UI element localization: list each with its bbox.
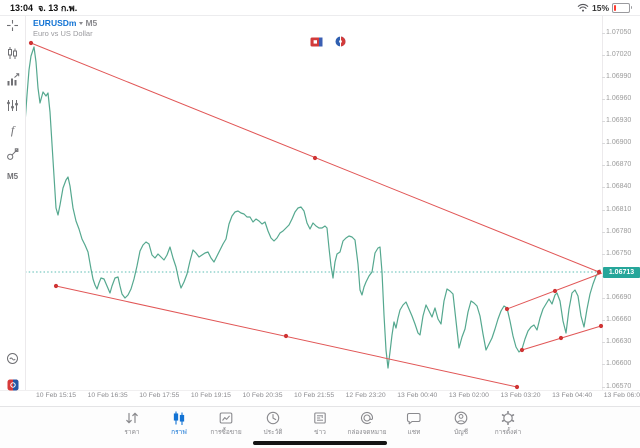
quotes-arrows-icon	[124, 410, 140, 426]
time-tick-label: 10 Feb 21:55	[294, 392, 335, 399]
time-tick-label: 10 Feb 19:15	[190, 392, 231, 399]
time-tick-label: 10 Feb 17:55	[139, 392, 180, 399]
tab-quotes[interactable]: ราคา	[115, 410, 149, 437]
time-tick-label: 13 Feb 02:00	[448, 392, 489, 399]
price-tick-label: 1.06960	[601, 94, 632, 102]
price-tick-label: 1.06780	[601, 227, 632, 235]
tab-label: ประวัติ	[263, 429, 283, 436]
price-tick-label: 1.06690	[601, 294, 632, 301]
settings-gear-icon	[500, 410, 516, 426]
price-tick-label: 1.06630	[601, 338, 632, 346]
tab-label: ราคา	[124, 429, 140, 436]
mailbox-at-icon	[359, 410, 375, 426]
wifi-icon	[577, 3, 589, 12]
price-tick-label: 1.06660	[601, 316, 632, 324]
crosshair-icon[interactable]	[0, 19, 25, 32]
chat-bubble-icon	[406, 410, 422, 426]
symbol-name[interactable]: EURUSDm	[33, 18, 77, 28]
time-tick-label: 13 Feb 00:40	[397, 392, 438, 399]
chart-bottom-border	[0, 390, 640, 391]
tab-label: การตั้งค่า	[494, 429, 522, 436]
status-date: จ. 13 ก.พ.	[38, 2, 78, 13]
tab-label: การซื้อขาย	[210, 429, 242, 436]
chart-screen: f M5 EURUSDm M5 Euro vs US Dollar 1.07050…	[0, 16, 640, 406]
time-tick-label: 10 Feb 16:35	[87, 392, 128, 399]
price-tick-label: 1.06600	[601, 360, 632, 368]
time-tick-label: 10 Feb 15:15	[36, 392, 77, 399]
bar-chart-icon[interactable]	[0, 73, 25, 86]
symbol-timeframe: M5	[85, 18, 98, 28]
time-tick-label: 12 Feb 23:20	[345, 392, 386, 399]
tab-charts[interactable]: กราฟ	[162, 410, 196, 437]
price-tick-label: 1.06750	[601, 249, 632, 257]
battery-icon	[612, 2, 632, 13]
app-logo-icon[interactable]	[0, 379, 25, 391]
tab-label: บัญชี	[453, 429, 469, 436]
tab-mailbox[interactable]: กล่องจดหมาย	[347, 410, 387, 437]
tab-news[interactable]: ข่าว	[303, 410, 337, 437]
flag-icon-1	[310, 37, 323, 47]
price-tick-label: 1.07050	[601, 28, 632, 36]
tab-label: ข่าว	[314, 429, 326, 436]
timeframe-button[interactable]: M5	[6, 172, 19, 181]
time-tick-label: 13 Feb 06:0	[603, 392, 640, 399]
time-axis: 10 Feb 15:15 10 Feb 16:35 10 Feb 17:55 10 F…	[36, 392, 640, 404]
tab-chat[interactable]: แชท	[397, 410, 431, 437]
price-tick-label: 1.06840	[601, 183, 632, 191]
tab-history[interactable]: ประวัติ	[256, 410, 290, 437]
functions-icon[interactable]: f	[10, 123, 15, 137]
tab-label: กล่องจดหมาย	[347, 429, 387, 436]
tab-accounts[interactable]: บัญชี	[444, 410, 478, 437]
price-tick-label: 1.06810	[601, 205, 632, 213]
price-axis-divider	[602, 16, 603, 390]
sidebar-divider	[25, 16, 26, 390]
tab-settings[interactable]: การตั้งค่า	[491, 410, 525, 437]
tab-trade[interactable]: การซื้อขาย	[209, 410, 243, 437]
current-price-badge: 1.06713	[603, 266, 640, 278]
time-tick-label: 10 Feb 20:35	[242, 392, 283, 399]
symbol-flags	[310, 36, 346, 47]
symbol-header[interactable]: EURUSDm M5 Euro vs US Dollar	[33, 18, 97, 38]
price-tick-label: 1.06930	[601, 117, 632, 124]
indicator-sliders-icon[interactable]	[0, 99, 25, 112]
status-bar: 13:04 จ. 13 ก.พ. 15%	[0, 0, 640, 16]
battery-percent: 15%	[591, 2, 609, 13]
objects-icon[interactable]	[0, 148, 25, 161]
news-icon	[312, 410, 328, 426]
dropdown-caret-icon	[79, 22, 84, 25]
tab-label: แชท	[407, 429, 421, 436]
home-indicator[interactable]	[253, 440, 387, 445]
time-tick-label: 13 Feb 04:40	[552, 392, 593, 399]
history-clock-icon	[265, 410, 281, 426]
price-tick-label: 1.06990	[601, 72, 632, 80]
price-tick-label: 1.06870	[601, 161, 632, 169]
symbol-description: Euro vs US Dollar	[33, 28, 93, 38]
flag-icon-2	[335, 36, 346, 47]
price-tick-label: 1.07020	[601, 50, 632, 58]
tab-label: กราฟ	[171, 429, 187, 436]
price-chart[interactable]	[0, 16, 640, 390]
account-person-icon	[453, 410, 469, 426]
price-axis: 1.07050 1.07020 1.06990 1.06960 1.06930 1.069…	[601, 16, 640, 390]
trade-icon	[218, 410, 234, 426]
price-tick-label: 1.06570	[601, 382, 632, 390]
price-tick-label: 1.06900	[601, 139, 632, 147]
candlestick-chart-icon[interactable]	[0, 46, 25, 60]
candlestick-icon	[171, 410, 187, 426]
sentiment-icon[interactable]	[0, 352, 25, 365]
bottom-tab-bar: ราคา กราฟ การซื้อขาย ประวัติ ข่าว กล่องจ…	[0, 406, 640, 448]
time-tick-label: 13 Feb 03:20	[500, 392, 541, 399]
status-time: 13:04	[10, 2, 34, 13]
chart-toolbar: f M5	[0, 16, 25, 391]
